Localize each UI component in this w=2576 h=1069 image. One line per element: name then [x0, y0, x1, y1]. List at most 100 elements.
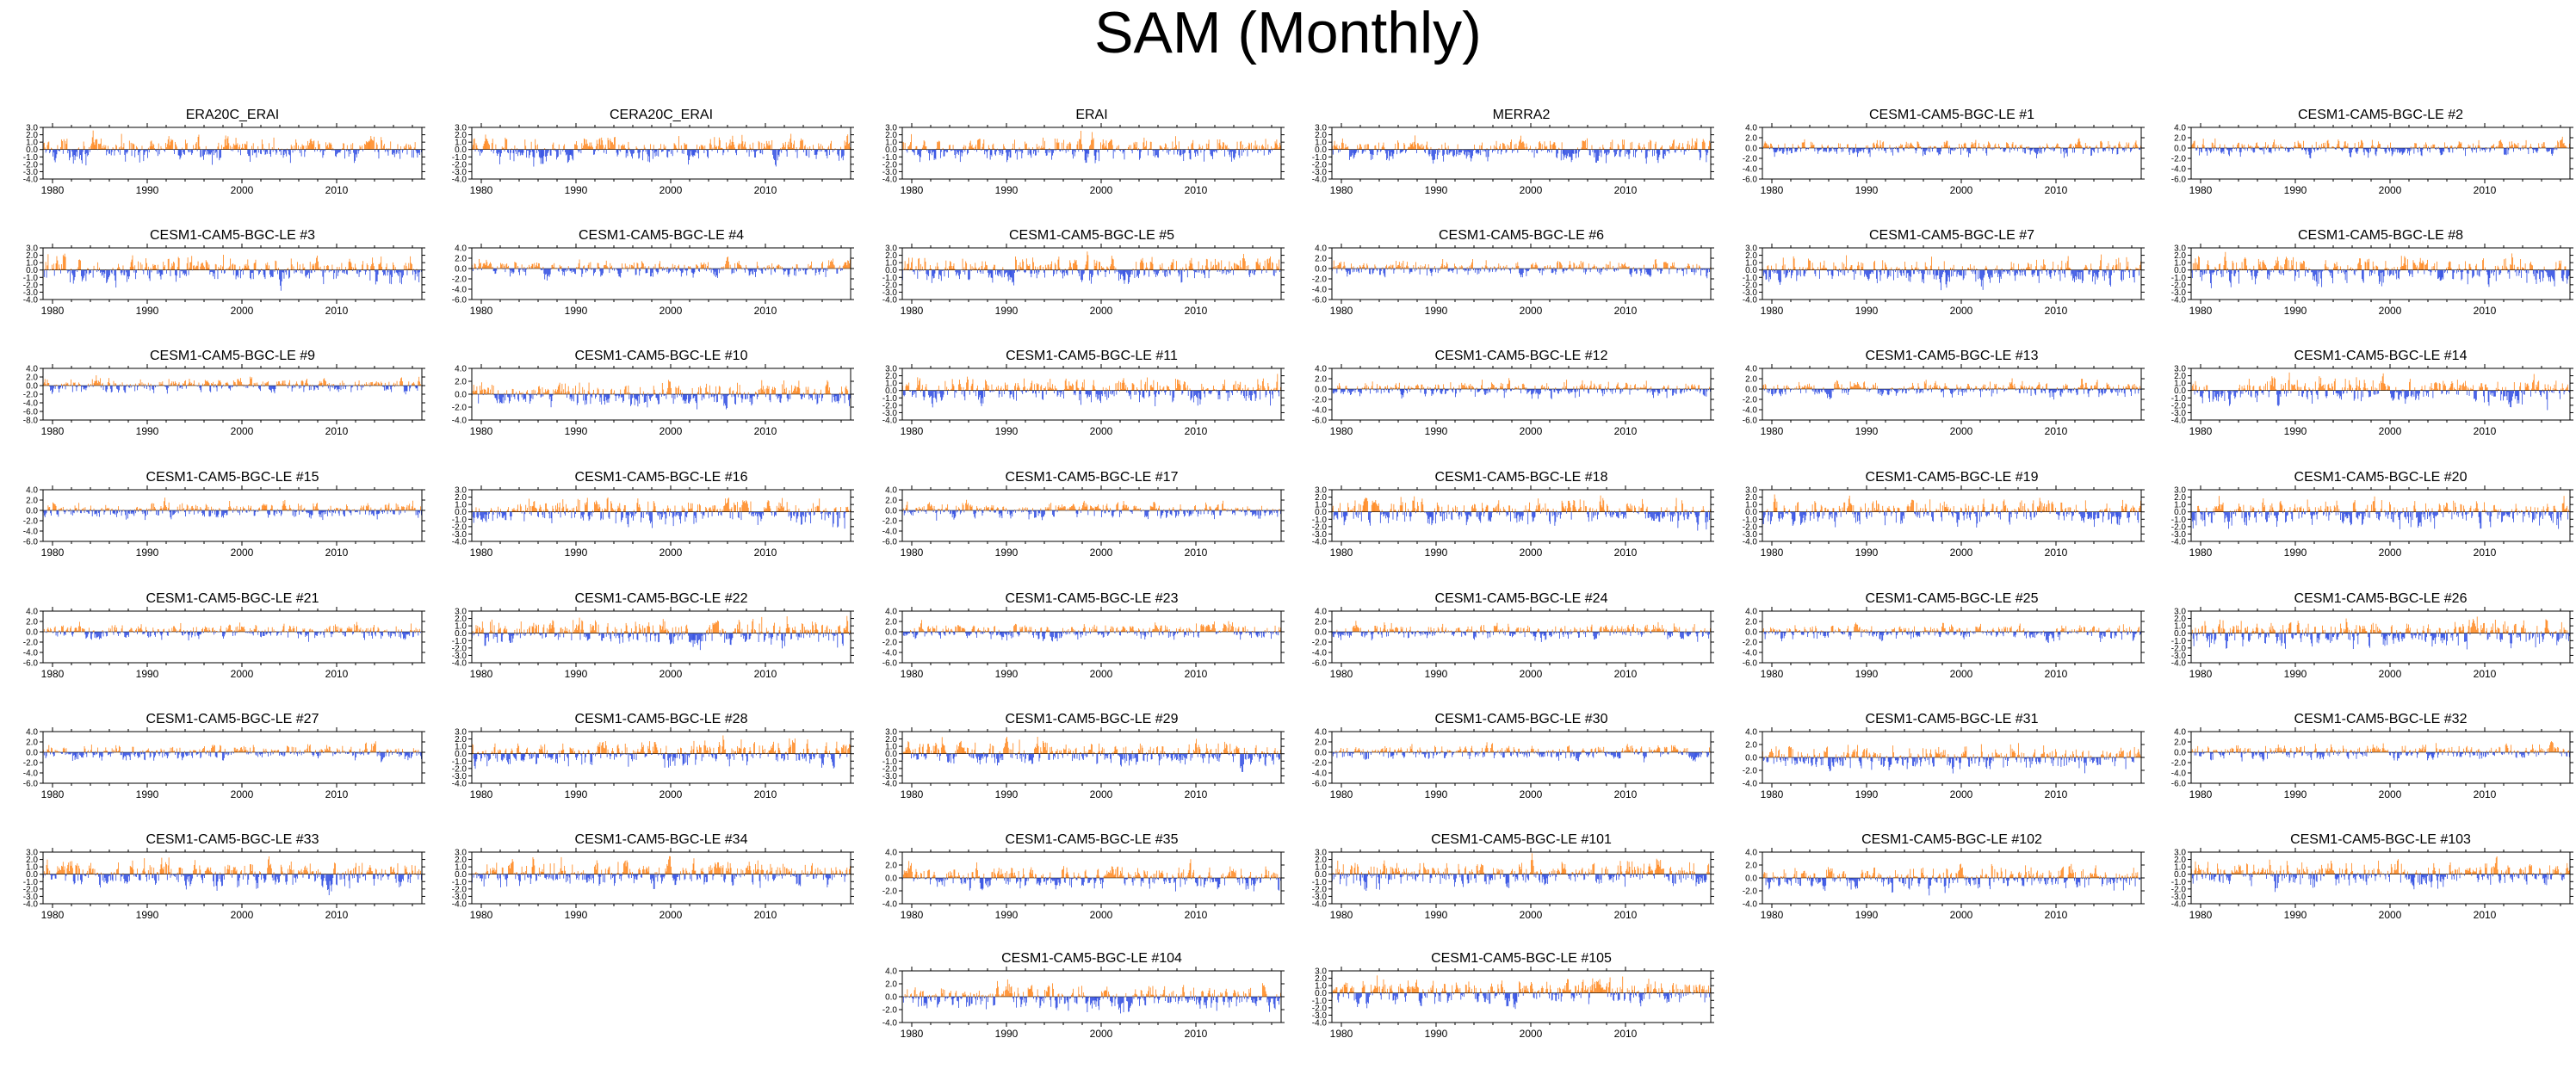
bar: [2072, 148, 2074, 153]
bar: [46, 265, 48, 270]
bar: [929, 269, 930, 270]
bar: [938, 269, 939, 280]
bar: [109, 269, 110, 276]
bar: [729, 139, 731, 150]
y-tick-label: 4.0: [2174, 124, 2186, 133]
bar: [708, 262, 709, 269]
bar: [2400, 148, 2401, 152]
y-tick-label: 0.0: [2174, 145, 2186, 154]
bar: [2307, 148, 2309, 151]
bar: [2101, 140, 2102, 148]
bar: [1087, 149, 1089, 158]
bar: [684, 144, 686, 150]
bar: [969, 142, 970, 150]
bar: [303, 145, 305, 150]
bar: [583, 266, 585, 269]
bar: [1526, 143, 1527, 150]
y-tick-label: 2.0: [455, 255, 467, 264]
bar: [178, 149, 180, 156]
bar: [2290, 148, 2292, 150]
bar: [217, 269, 219, 280]
bar: [2256, 143, 2257, 148]
bar: [2104, 148, 2106, 151]
bar: [494, 269, 496, 275]
bar: [1145, 145, 1147, 150]
bar: [1582, 140, 1584, 150]
bar: [915, 266, 917, 270]
bar: [1052, 149, 1053, 156]
bar: [2309, 148, 2311, 158]
bar: [2276, 146, 2277, 148]
panel-title: ERA20C_ERAI: [186, 108, 280, 122]
bar: [389, 149, 391, 151]
bar: [2081, 145, 2083, 148]
panel-chart: CESM1-CAM5-BGC-LE #53.02.01.00.0-1.0-2.0…: [882, 228, 1285, 317]
bar: [166, 269, 167, 274]
bar: [2428, 148, 2430, 150]
bar: [1061, 149, 1062, 151]
bar: [1468, 149, 1470, 156]
bar: [1089, 145, 1091, 150]
bar: [246, 141, 248, 150]
bar: [131, 149, 133, 157]
y-tick-label: 3.0: [26, 244, 38, 254]
bar: [2239, 148, 2241, 158]
bar: [72, 149, 74, 164]
bar: [1417, 143, 1418, 150]
bar: [1004, 146, 1006, 150]
bar: [1245, 146, 1247, 150]
bar: [2140, 145, 2141, 148]
bar: [165, 143, 166, 150]
bar: [327, 144, 328, 150]
bar: [822, 261, 823, 269]
bar: [81, 149, 83, 164]
bar: [548, 269, 550, 277]
bar: [937, 263, 938, 270]
bar: [1044, 140, 1045, 150]
bar: [2484, 148, 2485, 151]
bar: [945, 260, 947, 270]
bar: [1102, 267, 1104, 270]
bar: [313, 140, 315, 150]
bar: [672, 269, 674, 272]
y-tick-label: -3.0: [882, 288, 898, 298]
bar: [196, 149, 198, 151]
bar: [1540, 143, 1541, 150]
bar: [94, 145, 96, 150]
bar: [2044, 148, 2046, 152]
bar: [62, 255, 64, 270]
bar: [969, 269, 970, 280]
bar: [688, 149, 689, 165]
bar: [1387, 149, 1388, 159]
bar: [2446, 146, 2447, 148]
bar: [1258, 263, 1260, 270]
bar: [759, 269, 760, 270]
bar: [2468, 146, 2470, 148]
bar: [1077, 269, 1079, 272]
bar: [2245, 147, 2247, 148]
bar: [1467, 149, 1469, 152]
bar: [276, 268, 278, 270]
bar: [738, 261, 740, 269]
bar: [335, 149, 336, 157]
bar: [65, 140, 66, 150]
bar: [810, 149, 812, 150]
bar: [1425, 149, 1426, 153]
bar: [1037, 269, 1039, 275]
bar: [921, 149, 922, 151]
bar: [2211, 142, 2213, 148]
bar: [2298, 142, 2300, 148]
bar: [1248, 145, 1249, 150]
bar: [2538, 143, 2540, 148]
bar: [674, 264, 676, 269]
bar: [1233, 269, 1234, 275]
bar: [233, 145, 235, 150]
bar: [2347, 143, 2349, 148]
bar: [1040, 264, 1042, 270]
bar: [710, 269, 712, 273]
bar: [1384, 149, 1386, 151]
bar: [327, 265, 328, 270]
bar: [98, 144, 99, 150]
bar: [232, 269, 234, 275]
bar: [73, 149, 75, 156]
